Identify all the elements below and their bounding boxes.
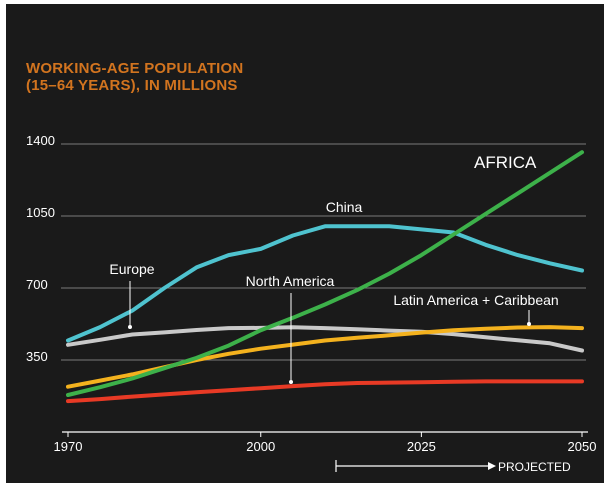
y-tick-label-700: 700 xyxy=(26,277,48,292)
line-chart: 350 700 1050 1400 1970 2000 2025 2050 China Eu… xyxy=(26,133,597,474)
x-tick-label-2000: 2000 xyxy=(246,439,275,454)
y-tick-label-350: 350 xyxy=(26,349,48,364)
y-tick-label-1050: 1050 xyxy=(26,205,55,220)
series-line-north-america xyxy=(66,325,584,389)
series-label-china: China xyxy=(326,199,363,215)
chart-title-line-1: WORKING-AGE POPULATION xyxy=(26,60,244,77)
latin-america-leader-dot xyxy=(527,322,531,326)
chart-title: WORKING-AGE POPULATION (15–64 YEARS), IN… xyxy=(26,60,243,94)
chart-title-line-2: (15–64 YEARS), IN MILLIONS xyxy=(26,77,238,94)
projected-annotation: PROJECTED xyxy=(335,460,571,474)
series-lines xyxy=(66,150,584,404)
grid-lines xyxy=(61,143,588,433)
label-north-america: North America xyxy=(246,273,335,384)
europe-leader-dot xyxy=(128,325,132,329)
series-line-china xyxy=(66,224,584,343)
y-tick-label-1400: 1400 xyxy=(26,133,55,148)
label-latin-america: Latin America + Caribbean xyxy=(393,292,559,326)
label-europe: Europe xyxy=(109,261,155,329)
series-label-europe: Europe xyxy=(109,261,154,277)
series-line-africa xyxy=(66,150,584,397)
series-label-africa: AFRICA xyxy=(474,153,537,172)
x-tick-label-2050: 2050 xyxy=(568,439,597,454)
series-label-latin-america: Latin America + Caribbean xyxy=(393,292,558,308)
chart-frame: WORKING-AGE POPULATION (15–64 YEARS), IN… xyxy=(6,4,604,483)
x-axis-ticks: 1970 2000 2025 2050 xyxy=(54,432,597,454)
series-label-north-america: North America xyxy=(246,273,335,289)
projected-label: PROJECTED xyxy=(498,460,571,474)
x-tick-label-2025: 2025 xyxy=(407,439,436,454)
projected-arrow-head xyxy=(488,462,496,470)
series-line-europe xyxy=(66,325,584,353)
north-america-leader-dot xyxy=(289,380,293,384)
series-line-latin-america-caribbean xyxy=(66,379,584,404)
label-africa: AFRICA xyxy=(474,153,537,172)
x-tick-label-1970: 1970 xyxy=(54,439,83,454)
y-axis-ticks: 350 700 1050 1400 xyxy=(26,133,55,364)
label-china: China xyxy=(326,199,363,215)
